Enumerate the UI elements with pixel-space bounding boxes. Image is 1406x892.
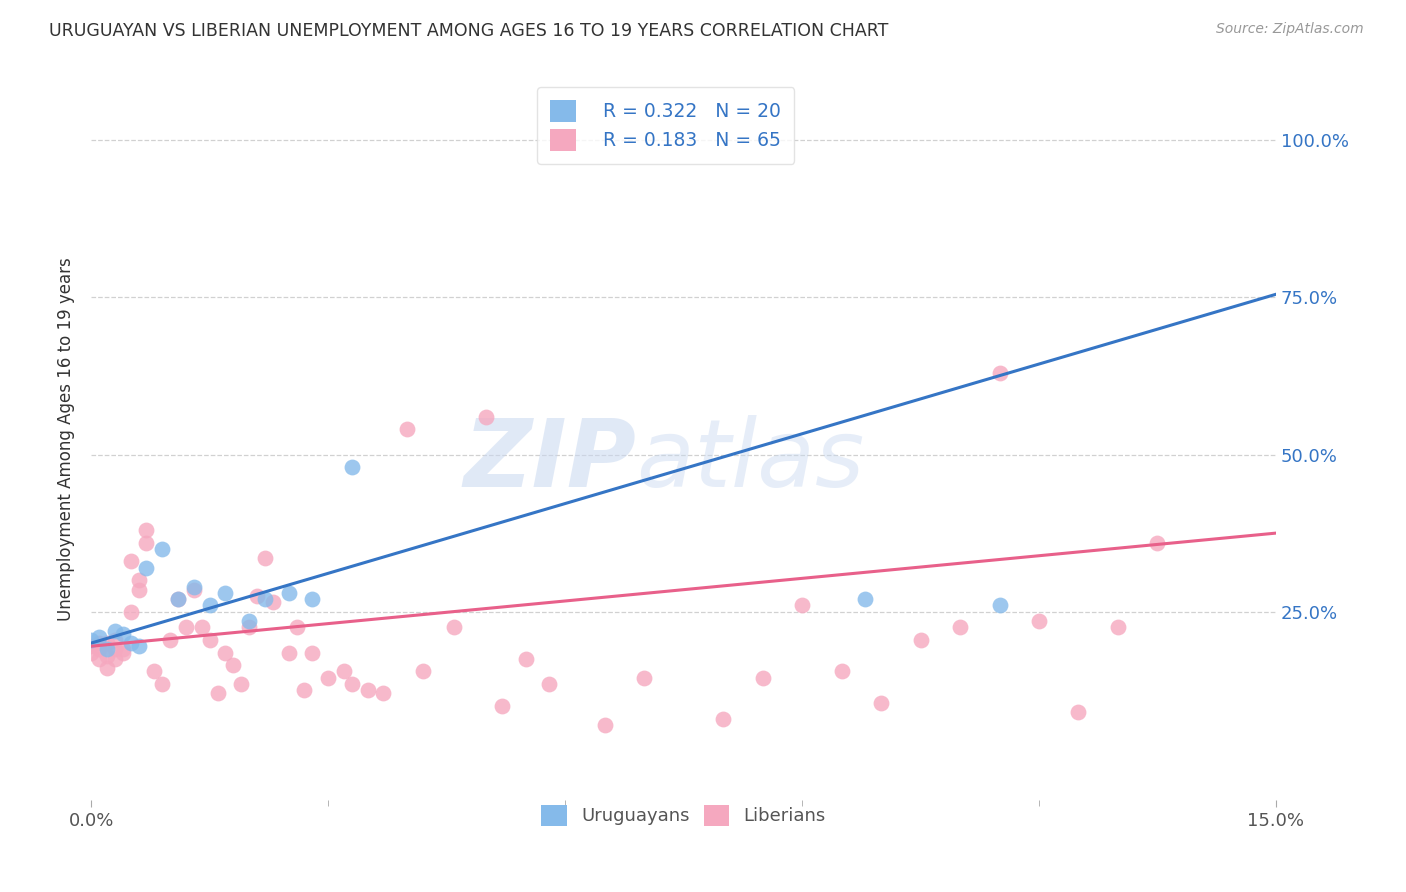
Point [316,671,339,685]
Point [711,712,734,726]
Point [135,535,157,549]
Point [120,605,142,619]
Text: URUGUAYAN VS LIBERIAN UNEMPLOYMENT AMONG AGES 16 TO 19 YEARS CORRELATION CHART: URUGUAYAN VS LIBERIAN UNEMPLOYMENT AMONG… [49,22,889,40]
Point [150,677,173,691]
Point [238,614,260,628]
Point [356,683,378,698]
Point [790,599,813,613]
Point [412,665,434,679]
Point [988,366,1011,380]
Point [253,551,276,566]
Point [111,646,134,660]
Point [593,718,616,732]
Point [262,595,284,609]
Point [128,573,150,587]
Point [80,639,103,653]
Point [87,652,110,666]
Point [120,554,142,568]
Point [910,632,932,647]
Text: atlas: atlas [636,415,865,506]
Point [104,632,127,647]
Point [246,589,269,603]
Point [214,586,236,600]
Legend: Uruguayans, Liberians: Uruguayans, Liberians [533,796,835,835]
Point [1146,535,1168,549]
Point [150,541,173,556]
Point [853,592,876,607]
Point [988,599,1011,613]
Point [831,665,853,679]
Point [111,642,134,657]
Point [515,652,537,666]
Point [183,582,205,597]
Point [222,658,245,673]
Text: ZIP: ZIP [464,415,636,507]
Point [277,646,299,660]
Point [120,636,142,650]
Point [80,632,103,647]
Point [253,592,276,607]
Point [96,642,118,657]
Point [96,648,118,663]
Point [174,620,197,634]
Point [1067,705,1090,719]
Point [104,642,127,657]
Point [633,671,655,685]
Point [1028,614,1050,628]
Point [277,586,299,600]
Point [475,409,498,424]
Point [135,560,157,574]
Point [238,620,260,634]
Point [949,620,972,634]
Y-axis label: Unemployment Among Ages 16 to 19 years: Unemployment Among Ages 16 to 19 years [58,257,75,621]
Point [301,592,323,607]
Point [104,652,127,666]
Point [538,677,561,691]
Point [870,696,893,710]
Point [111,626,134,640]
Point [285,620,308,634]
Point [751,671,773,685]
Point [104,624,127,638]
Point [87,636,110,650]
Text: Source: ZipAtlas.com: Source: ZipAtlas.com [1216,22,1364,37]
Point [96,661,118,675]
Point [373,686,395,700]
Point [340,460,363,475]
Point [333,665,356,679]
Point [207,686,229,700]
Point [190,620,212,634]
Point [128,639,150,653]
Point [198,632,221,647]
Point [87,642,110,657]
Point [491,698,513,713]
Point [214,646,236,660]
Point [167,592,190,607]
Point [183,580,205,594]
Point [159,632,181,647]
Point [143,665,166,679]
Point [135,523,157,537]
Point [443,620,465,634]
Point [80,646,103,660]
Point [167,592,190,607]
Point [396,422,419,436]
Point [198,599,221,613]
Point [128,582,150,597]
Point [294,683,316,698]
Point [301,646,323,660]
Point [96,636,118,650]
Point [231,677,253,691]
Point [1107,620,1129,634]
Point [87,630,110,644]
Point [340,677,363,691]
